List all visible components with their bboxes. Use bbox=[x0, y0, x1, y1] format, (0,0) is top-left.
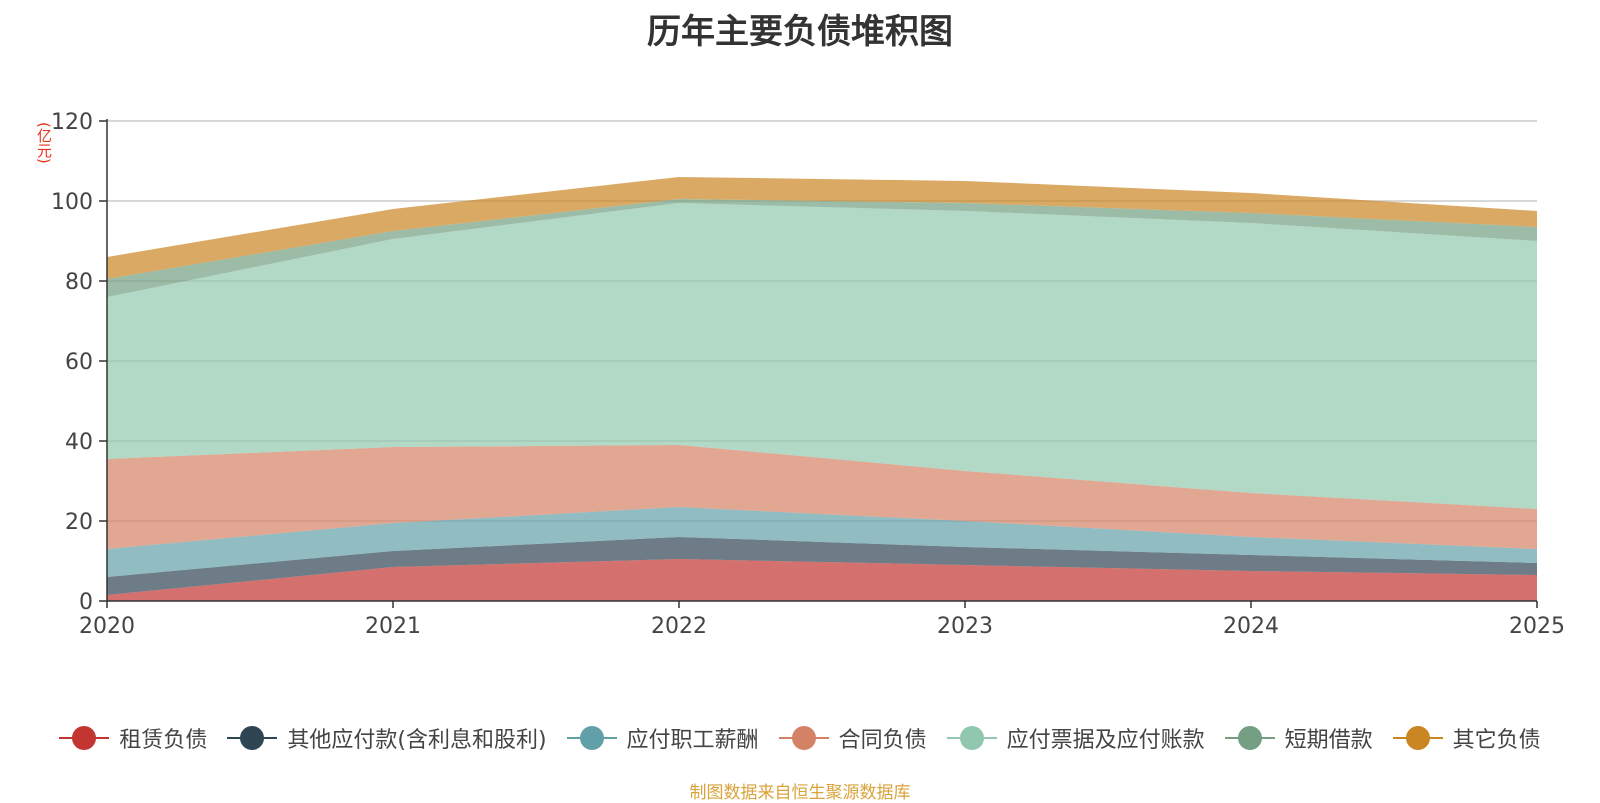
legend-label: 应付职工薪酬 bbox=[626, 728, 759, 753]
legend-label: 租赁负债 bbox=[119, 728, 208, 753]
source-note: 制图数据来自恒生聚源数据库 bbox=[689, 783, 911, 803]
legend-item-2[interactable]: 应付职工薪酬 bbox=[566, 722, 759, 754]
series-areas bbox=[107, 177, 1537, 601]
area-series-4[interactable] bbox=[107, 203, 1537, 509]
legend-marker-icon bbox=[566, 725, 617, 751]
area-series-3[interactable] bbox=[107, 445, 1537, 549]
legend-label: 短期借款 bbox=[1284, 728, 1373, 753]
area-series-5[interactable] bbox=[107, 199, 1537, 297]
x-tick-label: 2023 bbox=[937, 614, 993, 639]
y-tick-label: 0 bbox=[79, 590, 93, 615]
y-tick-label: 20 bbox=[65, 510, 93, 535]
area-series-1[interactable] bbox=[107, 537, 1537, 595]
stacked-area-chart: 0 20 40 60 80 100 120 2020 2021 2022 2023 2024 2025 bbox=[51, 110, 1565, 639]
area-series-2[interactable] bbox=[107, 507, 1537, 577]
legend-item-0[interactable]: 租赁负债 bbox=[59, 722, 207, 754]
legend-item-3[interactable]: 合同负债 bbox=[778, 722, 927, 754]
x-tick-label: 2020 bbox=[79, 614, 135, 639]
legend-label: 合同负债 bbox=[838, 728, 927, 753]
legend-item-6[interactable]: 其它负债 bbox=[1392, 722, 1541, 754]
legend-marker-icon bbox=[1224, 725, 1275, 751]
x-axis-ticks: 2020 2021 2022 2023 2024 2025 bbox=[79, 601, 1565, 639]
legend: 租赁负债 其他应付款(含利息和股利) 应付职工薪酬 合同负债 应付票据及应付账款 短期借款… bbox=[0, 720, 1600, 756]
x-tick-label: 2022 bbox=[651, 614, 707, 639]
legend-marker-icon bbox=[946, 725, 997, 751]
y-axis-unit-label: (亿元) bbox=[35, 122, 53, 164]
y-tick-label: 100 bbox=[51, 190, 93, 215]
y-tick-label: 40 bbox=[65, 430, 93, 455]
legend-marker-icon bbox=[1392, 725, 1443, 751]
x-tick-label: 2025 bbox=[1509, 614, 1565, 639]
legend-item-5[interactable]: 短期借款 bbox=[1224, 722, 1373, 754]
y-tick-label: 120 bbox=[51, 110, 93, 135]
y-axis-ticks: 0 20 40 60 80 100 120 bbox=[51, 110, 107, 615]
area-series-6[interactable] bbox=[107, 177, 1537, 279]
legend-marker-icon bbox=[227, 725, 278, 751]
legend-marker-icon bbox=[778, 725, 829, 751]
legend-item-4[interactable]: 应付票据及应付账款 bbox=[946, 722, 1205, 754]
legend-marker-icon bbox=[59, 725, 110, 751]
legend-label: 应付票据及应付账款 bbox=[1006, 728, 1205, 753]
x-tick-label: 2021 bbox=[365, 614, 421, 639]
chart-title: 历年主要负债堆积图 bbox=[647, 12, 953, 52]
legend-label: 其他应付款(含利息和股利) bbox=[287, 728, 547, 753]
y-tick-label: 60 bbox=[65, 350, 93, 375]
x-tick-label: 2024 bbox=[1223, 614, 1279, 639]
legend-label: 其它负债 bbox=[1452, 728, 1541, 753]
y-tick-label: 80 bbox=[65, 270, 93, 295]
legend-item-1[interactable]: 其他应付款(含利息和股利) bbox=[227, 722, 547, 754]
